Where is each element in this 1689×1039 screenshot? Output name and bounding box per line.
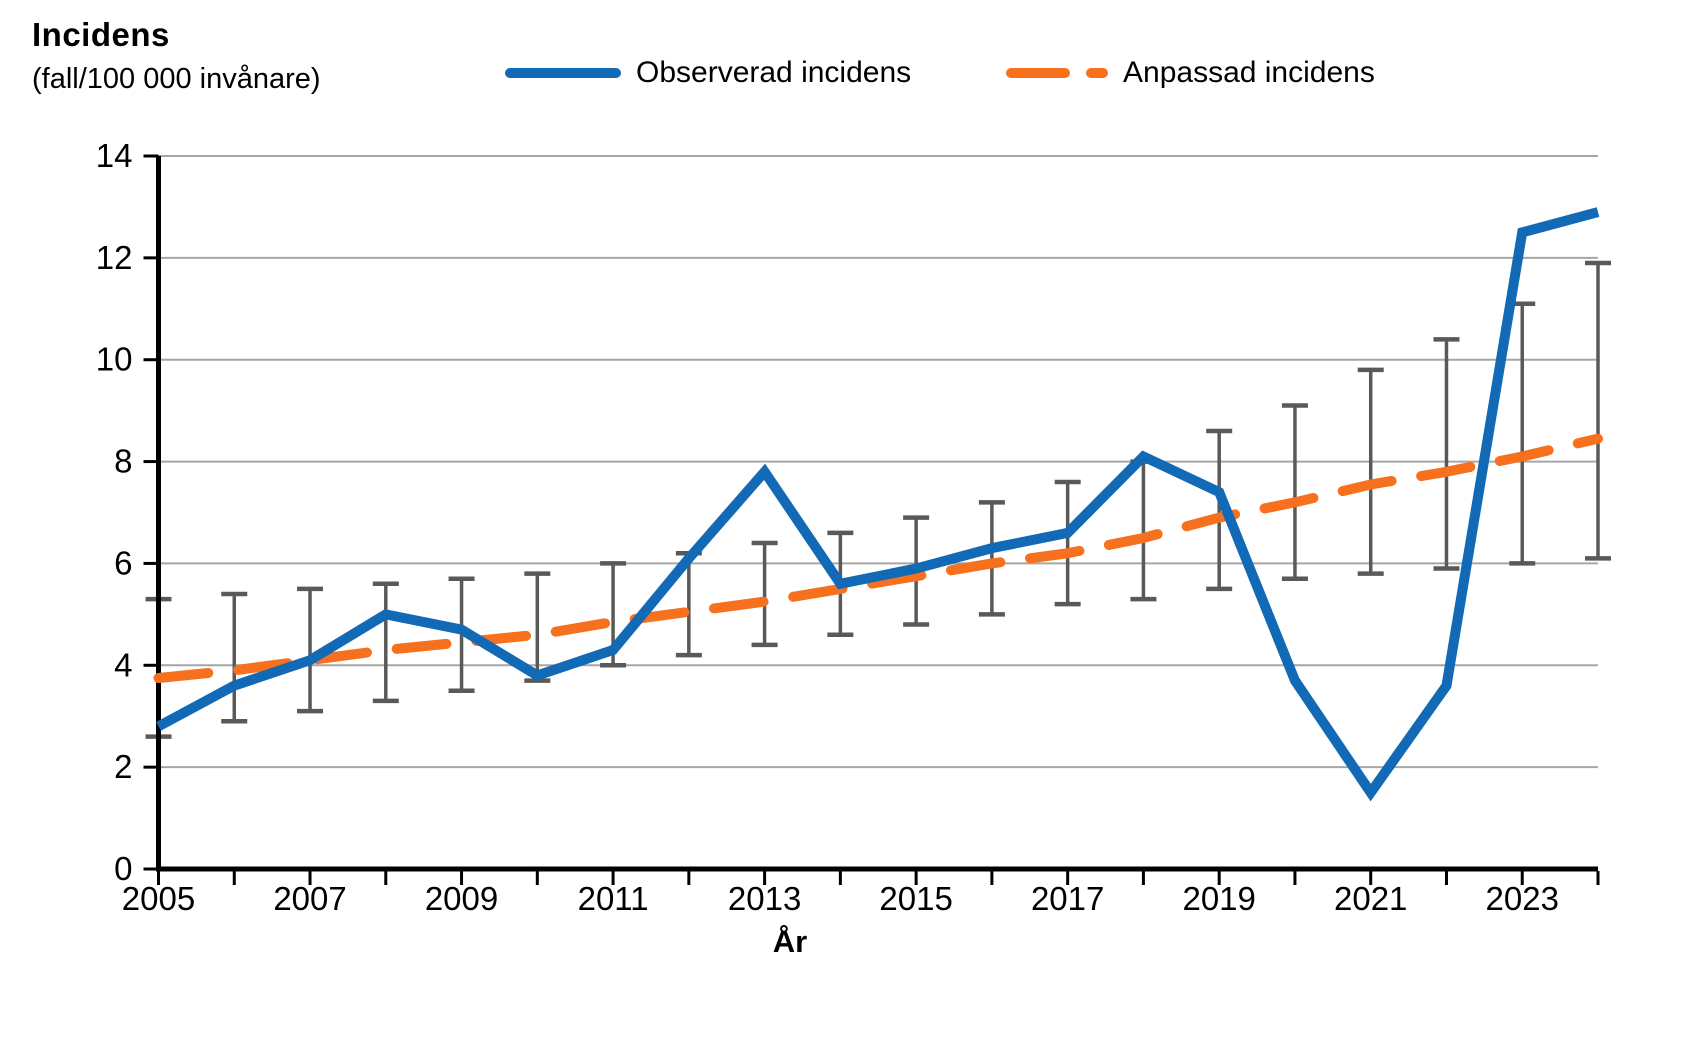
legend-item-observed: Observerad incidens [505,52,911,94]
legend-label-observed: Observerad incidens [636,56,912,89]
y-tick-label: 14 [96,137,133,174]
x-tick-label: 2019 [1182,880,1255,917]
legend-item-fitted: Anpassad incidens [1006,52,1375,94]
y-tick-label: 2 [114,748,132,785]
x-tick-label: 2021 [1334,880,1407,917]
y-tick-label: 8 [114,443,132,480]
x-tick-label: 2007 [273,880,346,917]
x-tick-label: 2023 [1486,880,1559,917]
y-tick-label: 6 [114,544,132,581]
fitted-incidence-line [153,433,1603,684]
x-tick-label: 2009 [425,880,498,917]
fitted-line-swatch-icon [1006,68,1108,78]
observed-line-swatch-icon [505,68,621,78]
chart-title-block: Incidens (fall/100 000 invånare) [32,14,321,98]
x-tick-label: 2017 [1031,880,1104,917]
x-tick-label: 2011 [578,880,649,917]
x-axis-title: År [772,924,808,959]
chart-title: Incidens [32,16,170,53]
y-tick-label: 10 [96,341,133,378]
x-tick-label: 2005 [122,880,195,917]
x-tick-label: 2013 [728,880,801,917]
legend-label-fitted: Anpassad incidens [1123,56,1375,89]
y-tick-label: 12 [96,239,133,276]
y-tick-label: 0 [114,850,132,887]
x-tick-label: 2015 [879,880,952,917]
y-tick-label: 4 [114,646,132,683]
observed-incidence-line [156,207,1600,802]
chart-subtitle: (fall/100 000 invånare) [32,63,321,96]
